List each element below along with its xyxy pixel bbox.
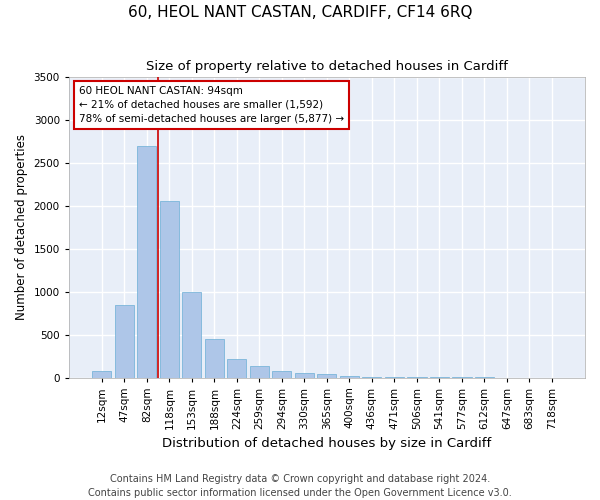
Bar [272,371,292,378]
Bar [160,202,179,378]
Bar [92,371,112,378]
Bar [182,292,202,378]
Y-axis label: Number of detached properties: Number of detached properties [15,134,28,320]
Text: 60, HEOL NANT CASTAN, CARDIFF, CF14 6RQ: 60, HEOL NANT CASTAN, CARDIFF, CF14 6RQ [128,5,472,20]
Bar [227,360,247,378]
X-axis label: Distribution of detached houses by size in Cardiff: Distribution of detached houses by size … [162,437,491,450]
Bar [340,376,359,378]
Bar [205,339,224,378]
Text: Contains HM Land Registry data © Crown copyright and database right 2024.
Contai: Contains HM Land Registry data © Crown c… [88,474,512,498]
Bar [137,146,157,378]
Text: 60 HEOL NANT CASTAN: 94sqm
← 21% of detached houses are smaller (1,592)
78% of s: 60 HEOL NANT CASTAN: 94sqm ← 21% of deta… [79,86,344,124]
Title: Size of property relative to detached houses in Cardiff: Size of property relative to detached ho… [146,60,508,73]
Bar [295,373,314,378]
Bar [317,374,337,378]
Bar [250,366,269,378]
Bar [115,304,134,378]
Bar [362,376,382,378]
